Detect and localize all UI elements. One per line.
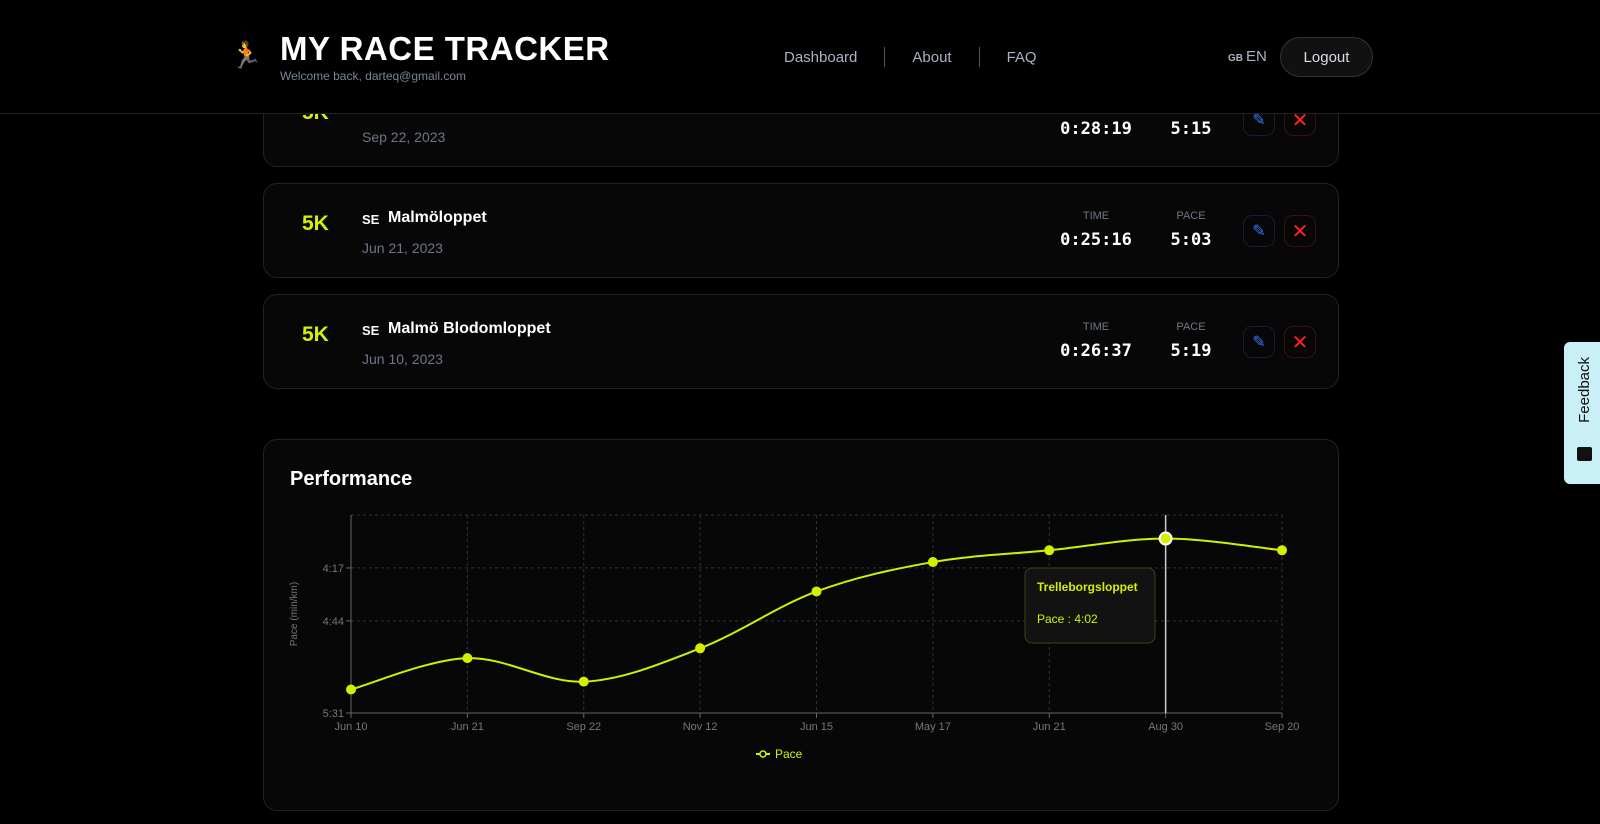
pencil-icon: ✎: [1252, 112, 1266, 129]
race-time: 0:26:37: [1060, 341, 1132, 361]
legend-marker-icon: [759, 750, 767, 758]
x-tick-label: Jun 15: [800, 721, 833, 733]
logout-button[interactable]: Logout: [1280, 37, 1373, 77]
tooltip: [1024, 567, 1156, 644]
nav-dashboard[interactable]: Dashboard: [784, 48, 858, 66]
data-point: [346, 684, 356, 695]
y-tick-label: 4:17: [323, 563, 344, 575]
tooltip-value: Pace : 4:02: [1037, 612, 1098, 626]
feedback-label: Feedback: [1576, 357, 1593, 423]
delete-button[interactable]: ✕: [1284, 326, 1316, 358]
race-name: Malmö Blodomloppet: [388, 320, 551, 337]
flag-gb-icon: GB: [1228, 53, 1243, 64]
x-tick-label: Sep 20: [1265, 721, 1300, 733]
app-title[interactable]: MY RACE TRACKER: [280, 30, 610, 67]
race-pace: 5:15: [1170, 119, 1212, 139]
feedback-tab[interactable]: Feedback: [1564, 342, 1600, 484]
x-tick-label: Sep 22: [566, 721, 601, 733]
edit-button[interactable]: ✎: [1243, 215, 1275, 247]
pencil-icon: ✎: [1252, 223, 1266, 240]
country-flag-icon: SE: [362, 323, 380, 338]
x-tick-label: Nov 12: [683, 721, 718, 733]
pace-label: PACE: [1176, 321, 1206, 333]
race-pace: 5:19: [1170, 341, 1212, 361]
language-label: EN: [1246, 48, 1267, 65]
race-distance: 5K: [302, 212, 329, 235]
close-icon: ✕: [1291, 331, 1309, 354]
x-tick-label: Jun 21: [451, 721, 484, 733]
nav-divider: [884, 47, 886, 67]
race-date: Jun 10, 2023: [362, 351, 443, 367]
time-label: TIME: [1082, 321, 1110, 333]
pace-label: PACE: [1176, 210, 1206, 222]
nav-about[interactable]: About: [912, 48, 952, 66]
race-card: 5K SE Malmöloppet Jun 21, 2023 TIME PACE…: [263, 183, 1339, 278]
race-pace: 5:03: [1170, 230, 1212, 250]
runner-logo-icon: 🏃: [230, 40, 263, 70]
y-tick-label: 4:44: [323, 616, 344, 628]
data-point: [811, 586, 822, 597]
close-icon: ✕: [1291, 109, 1309, 132]
main-nav: Dashboard About FAQ: [770, 47, 1064, 67]
close-icon: ✕: [1291, 220, 1309, 243]
country-flag-icon: SE: [362, 212, 380, 227]
performance-title: Performance: [290, 468, 413, 490]
data-point: [578, 676, 589, 687]
data-point: [695, 643, 706, 654]
race-distance: 5K: [302, 323, 329, 346]
x-tick-label: Jun 21: [1033, 721, 1066, 733]
data-point: [1044, 545, 1055, 556]
data-point: [462, 653, 473, 664]
time-label: TIME: [1082, 210, 1110, 222]
welcome-text: Welcome back, darteq@gmail.com: [280, 69, 467, 83]
feedback-smiley-icon: [1577, 447, 1592, 461]
y-tick-label: 5:31: [323, 708, 344, 720]
active-data-point: [1158, 531, 1173, 546]
pencil-icon: ✎: [1252, 334, 1266, 351]
nav-faq[interactable]: FAQ: [1006, 48, 1037, 66]
header: 🏃 MY RACE TRACKER Welcome back, darteq@g…: [0, 0, 1600, 114]
delete-button[interactable]: ✕: [1284, 215, 1316, 247]
tooltip-title: Trelleborgsloppet: [1037, 580, 1138, 594]
edit-button[interactable]: ✎: [1243, 326, 1275, 358]
race-date: Jun 21, 2023: [362, 240, 443, 256]
race-card: 5K SE Malmö Blodomloppet Jun 10, 2023 TI…: [263, 294, 1339, 389]
x-tick-label: Aug 30: [1148, 721, 1183, 733]
x-tick-label: Jun 10: [334, 721, 367, 733]
data-point: [927, 557, 938, 568]
race-time: 0:25:16: [1060, 230, 1132, 250]
y-axis-label: Pace (min/km): [289, 582, 300, 646]
data-point: [1277, 545, 1287, 556]
nav-divider: [978, 47, 980, 67]
race-date: Sep 22, 2023: [362, 129, 446, 145]
performance-card: Performance 4:17 4:44 5:31 Jun 10 Jun 21 Sep …: [263, 439, 1339, 811]
language-selector[interactable]: GB EN: [1228, 48, 1267, 65]
pace-line: [350, 537, 1283, 691]
legend-label: Pace: [775, 747, 803, 761]
race-name: Malmöloppet: [388, 209, 487, 226]
race-time: 0:28:19: [1060, 119, 1132, 139]
x-tick-label: May 17: [915, 721, 951, 733]
